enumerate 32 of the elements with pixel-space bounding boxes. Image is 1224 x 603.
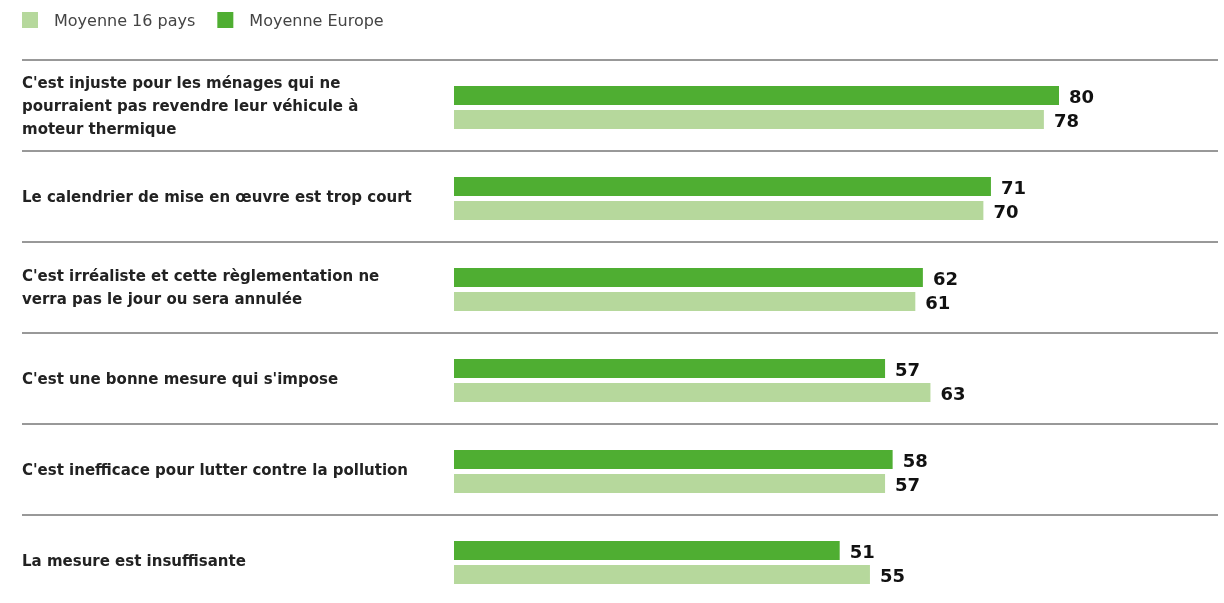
data-label: 57 [895, 473, 921, 495]
bar [454, 201, 984, 220]
legend-label: Moyenne Europe [249, 11, 384, 30]
bar [454, 541, 840, 560]
data-label: 51 [849, 540, 875, 562]
data-label: 70 [993, 200, 1019, 222]
bar [454, 359, 886, 378]
bar [454, 86, 1059, 105]
data-label: 58 [902, 449, 928, 471]
y-tick-label: C'est une bonne mesure qui s'impose [22, 369, 339, 388]
bar [454, 450, 893, 469]
bar [454, 474, 886, 493]
data-label: 61 [925, 291, 951, 313]
y-tick-label: La mesure est insuffisante [22, 551, 246, 570]
data-label: 62 [932, 267, 958, 289]
bar [454, 383, 931, 402]
bar [454, 565, 870, 584]
data-label: 57 [895, 358, 921, 380]
y-tick-label: C'est inefficace pour lutter contre la pollution [22, 460, 409, 479]
legend-label: Moyenne 16 pays [54, 11, 196, 30]
bar [454, 177, 991, 196]
bar [454, 292, 916, 311]
bar [454, 268, 923, 287]
data-label: 71 [1000, 176, 1026, 198]
y-tick-label: C'est injuste pour les ménages qui ne pourraient pas revendre leur véhicule à moteur thermique [22, 73, 359, 138]
bar [454, 110, 1044, 129]
y-tick-label: Le calendrier de mise en œuvre est trop court [22, 187, 412, 206]
data-label: 55 [879, 564, 905, 586]
data-label: 80 [1069, 85, 1095, 107]
data-label: 63 [940, 382, 966, 404]
data-label: 78 [1053, 109, 1079, 131]
y-tick-label: C'est irréaliste et cette règlementation ne verra pas le jour ou sera annulée [22, 267, 380, 308]
